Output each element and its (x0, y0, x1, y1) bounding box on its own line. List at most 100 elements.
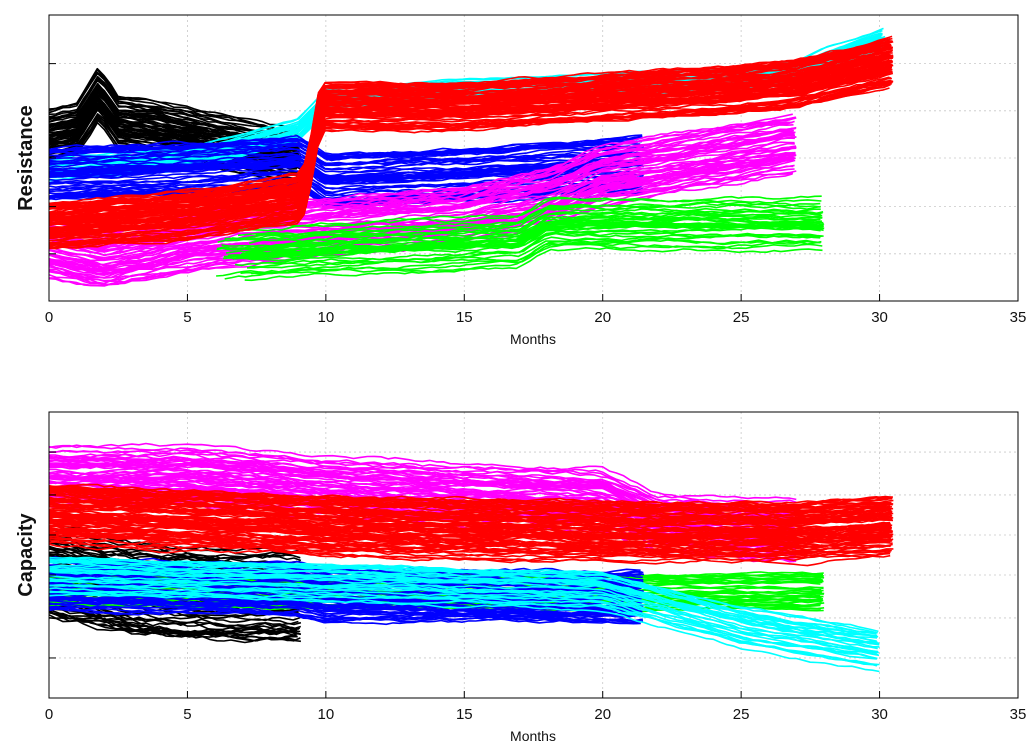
data-line (48, 147, 641, 166)
data-line (48, 43, 890, 210)
x-tick-label: 20 (594, 706, 611, 723)
resistance-plot-area (48, 27, 894, 287)
data-line (48, 137, 642, 162)
capacity-ticks: 0 5 10 15 20 25 30 35 (45, 411, 1027, 723)
data-line (48, 579, 880, 657)
x-tick-label: 10 (318, 706, 335, 723)
data-line (48, 507, 893, 530)
data-line (48, 503, 890, 527)
capacity-axes-frame (48, 411, 1019, 699)
series-bundle-5 (48, 35, 894, 250)
data-line (48, 540, 891, 565)
data-line (48, 560, 879, 638)
capacity-x-axis-label: Months (510, 728, 556, 744)
resistance-x-axis-label: Months (510, 331, 556, 347)
x-tick-label: 5 (183, 706, 191, 723)
series-bundle-3 (48, 556, 880, 673)
data-line (48, 54, 891, 218)
data-line (230, 197, 822, 232)
data-line (48, 498, 892, 521)
data-line (48, 584, 877, 660)
data-line (48, 447, 794, 513)
data-line (48, 69, 892, 234)
data-line (48, 520, 893, 544)
data-line (48, 564, 878, 639)
data-line (48, 83, 891, 250)
data-line (48, 146, 797, 269)
x-tick-label: 15 (456, 309, 473, 326)
data-line (48, 590, 878, 666)
resistance-ticks: 0 5 10 15 20 25 30 35 (45, 14, 1027, 326)
data-line (219, 195, 822, 232)
data-line (48, 524, 894, 544)
x-tick-label: 30 (871, 309, 888, 326)
data-line (248, 226, 824, 261)
data-line (48, 462, 797, 521)
data-line (48, 509, 891, 533)
data-line (48, 137, 641, 157)
data-line (48, 543, 891, 567)
series-bundle-5 (48, 483, 894, 567)
data-line (48, 442, 797, 501)
x-tick-label: 5 (183, 309, 191, 326)
data-line (48, 50, 893, 216)
x-tick-label: 10 (318, 309, 335, 326)
data-line (48, 155, 643, 173)
data-line (244, 247, 823, 282)
data-line (48, 467, 795, 529)
data-line (48, 607, 644, 624)
data-line (48, 617, 302, 639)
data-line (48, 72, 894, 242)
series-bundle-4 (216, 195, 825, 282)
data-line (48, 608, 641, 626)
data-line (48, 145, 797, 261)
data-line (48, 40, 892, 207)
x-tick-label: 25 (733, 706, 750, 723)
data-line (241, 221, 824, 259)
data-line (48, 68, 892, 235)
data-line (48, 64, 894, 229)
data-line (48, 136, 644, 159)
data-line (48, 160, 642, 179)
resistance-y-axis-label: Resistance (15, 105, 37, 211)
x-tick-label: 0 (45, 309, 53, 326)
data-line (48, 132, 795, 252)
x-tick-label: 35 (1010, 309, 1027, 326)
data-line (48, 579, 879, 656)
x-tick-label: 20 (594, 309, 611, 326)
data-line (48, 37, 893, 207)
data-line (48, 611, 298, 640)
x-tick-label: 15 (456, 706, 473, 723)
data-line (49, 515, 891, 540)
data-line (48, 596, 643, 619)
data-line (48, 570, 880, 648)
data-line (48, 479, 794, 541)
data-line (48, 535, 298, 560)
data-line (237, 202, 821, 237)
x-tick-label: 35 (1010, 706, 1027, 723)
data-line (226, 215, 821, 251)
data-line (48, 76, 890, 242)
data-line (48, 596, 644, 619)
data-line (48, 141, 795, 261)
data-line (48, 537, 894, 559)
data-line (250, 239, 821, 275)
data-line (48, 55, 892, 224)
x-tick-label: 30 (871, 706, 888, 723)
data-line (224, 242, 823, 280)
x-tick-label: 0 (45, 706, 53, 723)
data-line (48, 151, 644, 177)
data-line (48, 593, 880, 673)
data-line (48, 574, 879, 654)
capacity-plot-area (48, 442, 894, 673)
data-line (48, 568, 877, 645)
data-line (48, 525, 893, 550)
data-line (48, 45, 892, 215)
data-line (48, 614, 298, 642)
data-line (48, 584, 878, 660)
data-line (48, 486, 892, 507)
data-line (49, 66, 893, 232)
data-line (48, 79, 893, 247)
series-bundle-0 (48, 67, 302, 185)
